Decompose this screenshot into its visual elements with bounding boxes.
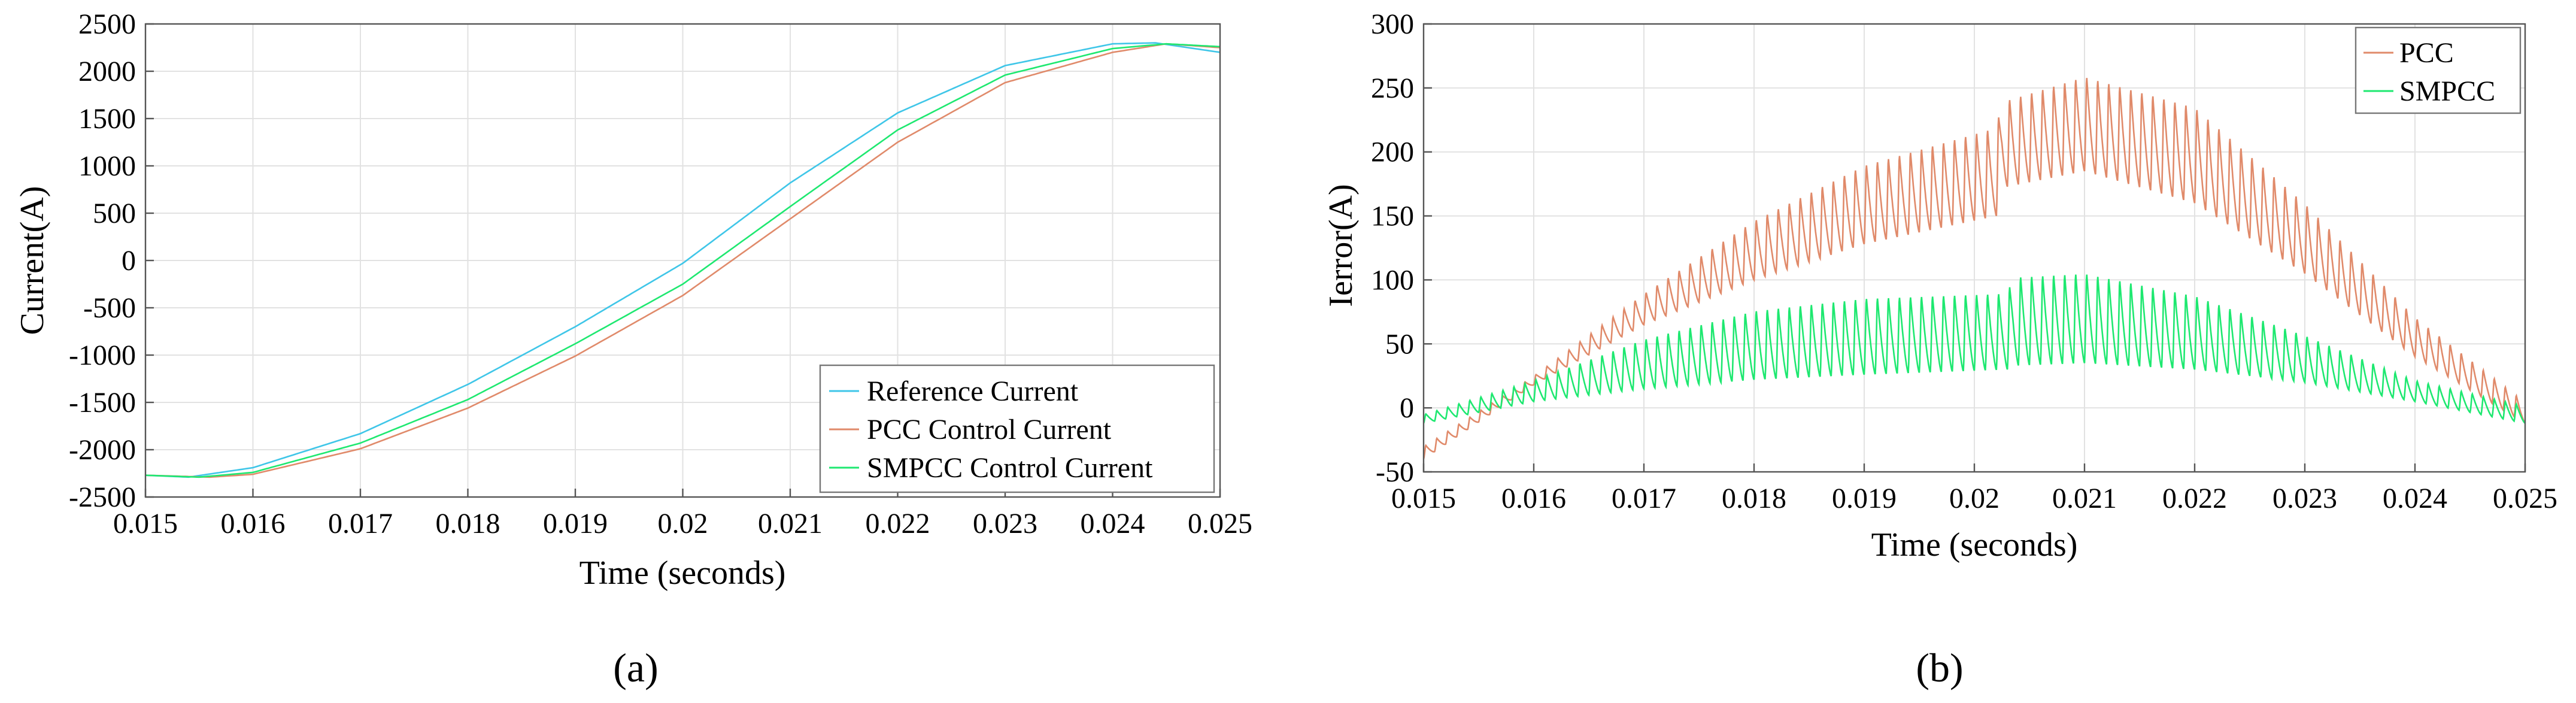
chart-b-xlabel: Time (seconds): [1871, 526, 2078, 563]
chart-b: 0.015 0.016 0.017 0.018 0.019 0.02 0.021 0.022 0…: [1322, 8, 2557, 690]
chart-b-xtick-label: 0.019: [1832, 483, 1897, 514]
legend-label-pcc-control-current: PCC Control Current: [867, 414, 1112, 446]
chart-a-ytick-label: -500: [83, 292, 136, 324]
chart-a-xtick-label: 0.023: [973, 508, 1037, 540]
chart-b-ytick-label: 0: [1400, 392, 1414, 424]
series-line-pcc-control-current: [145, 43, 1221, 478]
chart-b-ytick-label: 250: [1371, 72, 1414, 104]
legend-item-pcc-control-current: PCC Control Current: [829, 414, 1112, 446]
chart-b-xtick-label: 0.023: [2272, 483, 2337, 514]
chart-a-xtick-label: 0.02: [658, 508, 708, 540]
chart-a-xlabel: Time (seconds): [579, 554, 786, 592]
chart-b-ytick-label: 50: [1385, 328, 1414, 360]
series-line-pcc: [1422, 78, 2526, 459]
series-line-reference-current: [145, 42, 1221, 478]
chart-a-legend-box: [819, 364, 1215, 493]
chart-a-ytick-label: 2500: [78, 8, 136, 40]
legend-item-smpcc: SMPCC: [2363, 75, 2495, 107]
panel-label-a: (a): [613, 645, 658, 690]
chart-a-xtick-label: 0.019: [543, 508, 608, 540]
chart-b-xtick-label: 0.025: [2493, 483, 2557, 514]
chart-a-xtick-label: 0.015: [113, 508, 178, 540]
chart-a-ytick-label: -1000: [69, 340, 136, 371]
legend-item-reference-current: Reference Current: [829, 375, 1079, 407]
series-line-smpcc: [1422, 274, 2526, 424]
chart-b-plot-area: [1422, 78, 2526, 459]
chart-b-xtick-label: 0.022: [2162, 483, 2227, 514]
chart-a-xtick-label: 0.016: [221, 508, 286, 540]
series-line-smpcc-control-current: [145, 43, 1221, 478]
chart-b-xtick-label: 0.015: [1391, 483, 1456, 514]
legend-label-smpcc: SMPCC: [2399, 75, 2495, 107]
chart-a: 0.015 0.016 0.017 0.018 0.019 0.02 0.021 0.022 0…: [14, 8, 1252, 690]
chart-b-legend: PCC SMPCC: [2354, 26, 2522, 114]
chart-b-ticks: 0.015 0.016 0.017 0.018 0.019 0.02 0.021 0.022 0…: [1371, 8, 2557, 514]
panel-label-b: (b): [1916, 645, 1963, 690]
chart-a-ytick-label: -1500: [69, 387, 136, 419]
chart-b-legend-box: [2354, 26, 2522, 114]
chart-b-ytick-label: 200: [1371, 137, 1414, 168]
chart-b-xtick-label: 0.017: [1612, 483, 1676, 514]
chart-b-ytick-label: -50: [1376, 456, 1414, 488]
chart-a-ytick-label: 2000: [78, 56, 136, 87]
chart-b-ytick-label: 100: [1371, 264, 1414, 296]
chart-a-ytick-label: -2000: [69, 434, 136, 466]
chart-a-xtick-label: 0.021: [758, 508, 823, 540]
chart-a-xtick-label: 0.017: [328, 508, 393, 540]
chart-a-ticks: 0.015 0.016 0.017 0.018 0.019 0.02 0.021 0.022 0…: [69, 8, 1252, 540]
chart-a-legend: Reference Current PCC Control Current SM…: [819, 364, 1215, 493]
chart-b-ytick-label: 150: [1371, 201, 1414, 232]
legend-item-pcc: PCC: [2363, 37, 2454, 69]
chart-b-xtick-label: 0.021: [2052, 483, 2117, 514]
chart-a-ytick-label: 500: [93, 198, 136, 229]
chart-b-xtick-label: 0.024: [2383, 483, 2447, 514]
chart-a-xtick-label: 0.024: [1081, 508, 1145, 540]
legend-label-reference-current: Reference Current: [867, 375, 1079, 407]
legend-label-smpcc-control-current: SMPCC Control Current: [867, 452, 1153, 484]
chart-a-ytick-label: 1500: [78, 103, 136, 135]
chart-a-plot-area: [145, 42, 1221, 478]
chart-a-ytick-label: -2500: [69, 481, 136, 513]
chart-a-xtick-label: 0.022: [866, 508, 930, 540]
chart-b-xtick-label: 0.02: [1949, 483, 1999, 514]
chart-a-ytick-label: 1000: [78, 150, 136, 182]
chart-b-xtick-label: 0.016: [1501, 483, 1566, 514]
chart-a-xtick-label: 0.018: [436, 508, 500, 540]
chart-b-ytick-label: 300: [1371, 8, 1414, 40]
chart-a-ylabel: Current(A): [14, 186, 51, 335]
legend-item-smpcc-control-current: SMPCC Control Current: [829, 452, 1153, 484]
chart-b-ylabel: Ierror(A): [1322, 184, 1360, 307]
legend-label-pcc: PCC: [2399, 37, 2454, 69]
chart-a-ytick-label: 0: [122, 245, 136, 277]
chart-a-xtick-label: 0.025: [1188, 508, 1252, 540]
chart-b-xtick-label: 0.018: [1722, 483, 1786, 514]
